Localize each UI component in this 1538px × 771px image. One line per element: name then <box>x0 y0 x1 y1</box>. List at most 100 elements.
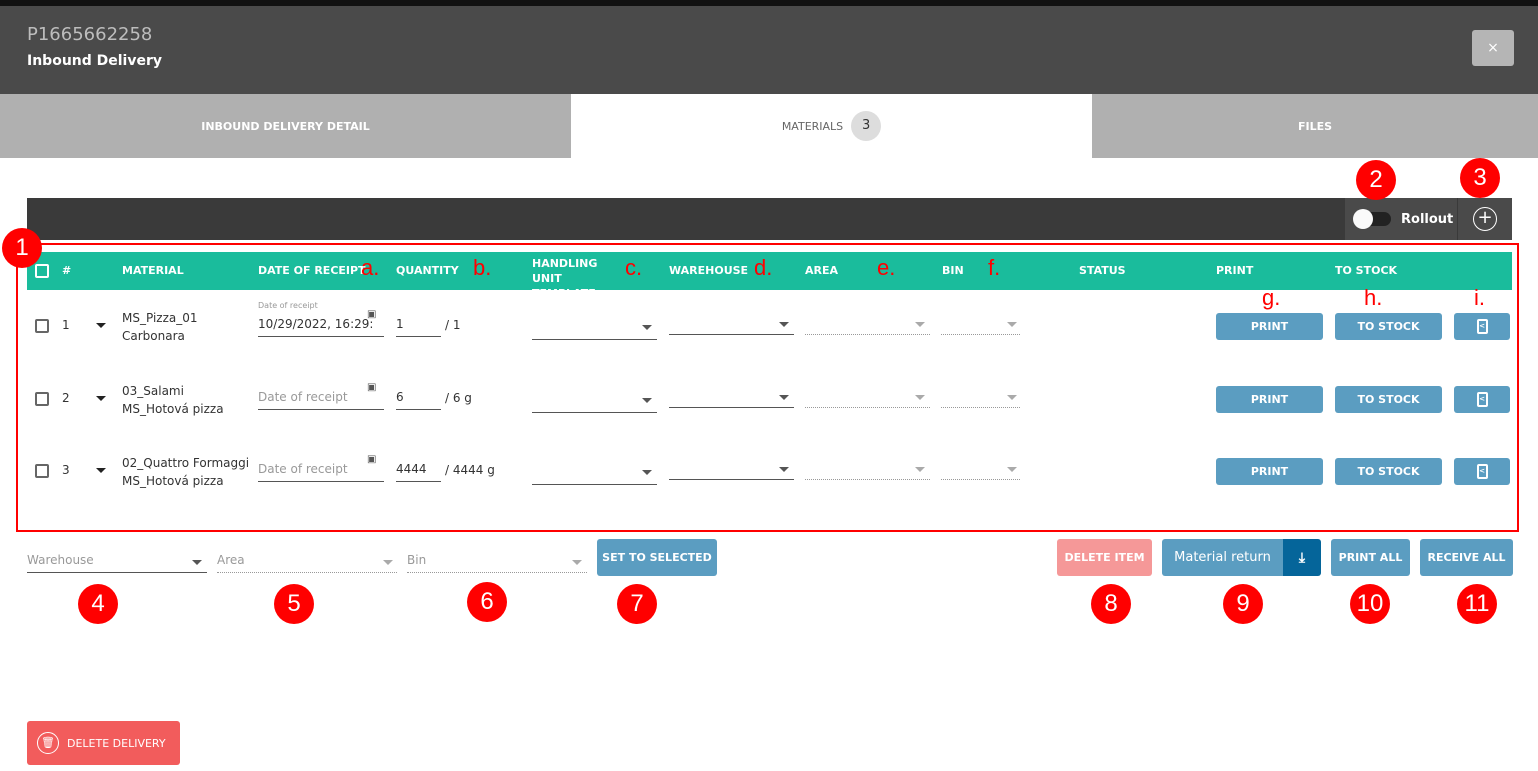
annotation-letter: i. <box>1474 285 1485 310</box>
set-to-selected-button[interactable]: SET TO SELECTED <box>597 539 717 576</box>
annotation-letter: g. <box>1262 285 1281 310</box>
dialog-subtitle: Inbound Delivery <box>27 53 163 69</box>
quantity-input[interactable]: 1 <box>396 317 441 337</box>
bin-select[interactable] <box>941 388 1020 408</box>
download-icon[interactable]: ⤓ <box>1283 539 1321 576</box>
print-all-button[interactable]: PRINT ALL <box>1331 539 1410 576</box>
col-print: PRINT <box>1216 264 1254 277</box>
chevron-down-icon <box>192 560 202 565</box>
annotation-marker: 9 <box>1223 584 1263 624</box>
quantity-total: / 4444 g <box>445 463 495 477</box>
tab-files[interactable]: FILES <box>1092 94 1538 158</box>
calendar-icon[interactable]: ▣ <box>367 454 377 465</box>
document-share-button[interactable]: < <box>1454 313 1510 340</box>
calendar-icon[interactable]: ▣ <box>367 309 377 320</box>
warehouse-select[interactable] <box>669 388 794 408</box>
rollout-label: Rollout <box>1401 211 1454 227</box>
chevron-down-icon <box>915 395 925 400</box>
expand-row-icon[interactable] <box>96 468 106 473</box>
materials-count-badge: 3 <box>851 111 882 141</box>
annotation-marker: 6 <box>467 582 507 622</box>
calendar-icon[interactable]: ▣ <box>367 382 377 393</box>
hu-template-select[interactable] <box>532 465 657 485</box>
quantity-input[interactable]: 6 <box>396 390 441 410</box>
date-value: 10/29/2022, 16:29: <box>258 317 374 331</box>
bin-select[interactable] <box>941 460 1020 480</box>
warehouse-placeholder: Warehouse <box>27 553 94 567</box>
trash-icon: 🗑 <box>37 732 59 754</box>
document-share-icon: < <box>1476 392 1488 407</box>
material-return-button[interactable]: Material return <box>1162 539 1283 576</box>
select-all-checkbox[interactable] <box>35 264 49 278</box>
print-button[interactable]: PRINT <box>1216 386 1323 413</box>
bin-placeholder: Bin <box>407 553 427 567</box>
close-button[interactable]: × <box>1472 30 1514 66</box>
chevron-down-icon <box>915 322 925 327</box>
area-select[interactable] <box>805 315 930 335</box>
to-stock-button[interactable]: TO STOCK <box>1335 458 1442 485</box>
to-stock-button[interactable]: TO STOCK <box>1335 313 1442 340</box>
chevron-down-icon <box>642 325 652 330</box>
hu-template-select[interactable] <box>532 393 657 413</box>
add-material-button[interactable]: + <box>1458 198 1512 240</box>
col-status: STATUS <box>1079 264 1126 277</box>
print-button[interactable]: PRINT <box>1216 313 1323 340</box>
date-of-receipt-input[interactable]: 10/29/2022, 16:29: <box>258 317 384 337</box>
table-header <box>27 252 1512 290</box>
delete-delivery-button[interactable]: 🗑 DELETE DELIVERY <box>27 721 180 765</box>
receive-all-button[interactable]: RECEIVE ALL <box>1420 539 1513 576</box>
to-stock-button[interactable]: TO STOCK <box>1335 386 1442 413</box>
annotation-box <box>16 243 1519 532</box>
document-share-button[interactable]: < <box>1454 458 1510 485</box>
delivery-id: P1665662258 <box>27 24 153 45</box>
area-select[interactable]: Area <box>217 553 397 573</box>
bin-select[interactable] <box>941 315 1020 335</box>
chevron-down-icon <box>779 395 789 400</box>
material-cell: MS_Pizza_01 Carbonara <box>122 309 198 345</box>
quantity-total: / 6 g <box>445 391 472 405</box>
material-name: MS_Hotová pizza <box>122 474 224 488</box>
chevron-down-icon <box>1007 322 1017 327</box>
col-quantity: QUANTITY <box>396 264 459 277</box>
chevron-down-icon <box>1007 395 1017 400</box>
hu-template-select[interactable] <box>532 320 657 340</box>
area-select[interactable] <box>805 460 930 480</box>
annotation-marker: 2 <box>1356 160 1396 200</box>
warehouse-select[interactable]: Warehouse <box>27 553 207 573</box>
print-button[interactable]: PRINT <box>1216 458 1323 485</box>
rollout-toggle[interactable]: Rollout <box>1345 198 1457 240</box>
annotation-marker: 8 <box>1091 584 1131 624</box>
material-code: 02_Quattro Formaggi <box>122 456 250 470</box>
row-number: 3 <box>62 463 70 477</box>
expand-row-icon[interactable] <box>96 396 106 401</box>
row-checkbox[interactable] <box>35 319 49 333</box>
material-name: MS_Hotová pizza <box>122 402 224 416</box>
tab-label: FILES <box>1297 119 1333 133</box>
document-share-button[interactable]: < <box>1454 386 1510 413</box>
tab-inbound-delivery-detail[interactable]: INBOUND DELIVERY DETAIL <box>0 94 571 158</box>
chevron-down-icon <box>642 398 652 403</box>
area-select[interactable] <box>805 388 930 408</box>
quantity-value: 1 <box>396 317 404 331</box>
annotation-marker: 3 <box>1460 158 1500 198</box>
annotation-marker: 5 <box>274 584 314 624</box>
date-of-receipt-input[interactable]: Date of receipt <box>258 390 384 410</box>
toggle-switch[interactable] <box>1353 209 1391 229</box>
col-to-stock: TO STOCK <box>1335 264 1398 277</box>
annotation-letter: d. <box>754 255 773 280</box>
bin-select[interactable]: Bin <box>407 553 587 573</box>
delete-item-button[interactable]: DELETE ITEM <box>1057 539 1152 576</box>
quantity-total: / 1 <box>445 318 461 332</box>
date-of-receipt-input[interactable]: Date of receipt <box>258 462 384 482</box>
tab-materials[interactable]: MATERIALS 3 <box>571 94 1092 158</box>
row-checkbox[interactable] <box>35 392 49 406</box>
row-checkbox[interactable] <box>35 464 49 478</box>
quantity-input[interactable]: 4444 <box>396 462 441 482</box>
expand-row-icon[interactable] <box>96 323 106 328</box>
top-border <box>0 0 1538 6</box>
chevron-down-icon <box>915 467 925 472</box>
tab-label: INBOUND DELIVERY DETAIL <box>201 119 370 133</box>
warehouse-select[interactable] <box>669 460 794 480</box>
material-name: Carbonara <box>122 329 185 343</box>
warehouse-select[interactable] <box>669 315 794 335</box>
